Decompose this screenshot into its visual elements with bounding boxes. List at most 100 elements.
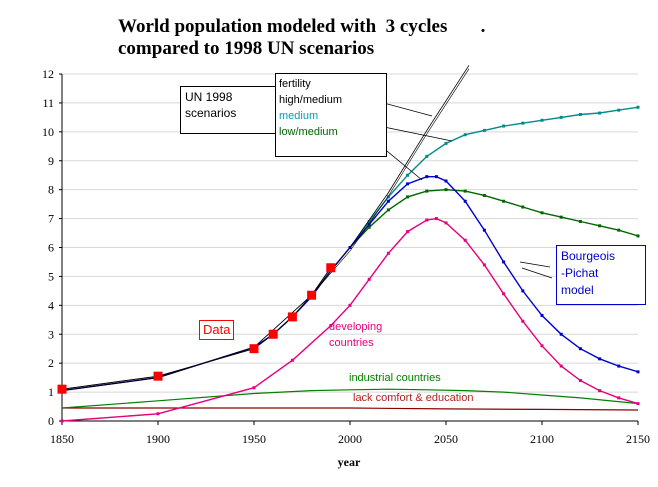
series-marker-bp bbox=[521, 289, 525, 293]
series-marker-dev bbox=[425, 218, 429, 222]
series-marker-unlow bbox=[386, 208, 390, 212]
series-marker-unmed bbox=[482, 128, 486, 132]
un1998-box: UN 1998 scenarios bbox=[180, 86, 278, 134]
bp-line-3: model bbox=[561, 283, 594, 297]
series-marker-dev bbox=[252, 386, 256, 390]
ytick-label-1: 1 bbox=[48, 385, 54, 399]
data-point-1850 bbox=[57, 384, 67, 394]
series-marker-unmed bbox=[578, 112, 582, 116]
data-point-1970 bbox=[287, 312, 297, 322]
series-marker-bp bbox=[578, 347, 582, 351]
series-marker-unlow bbox=[502, 199, 506, 203]
series-marker-dev bbox=[559, 364, 563, 368]
data-label-box: Data bbox=[199, 320, 235, 340]
ytick-label-3: 3 bbox=[48, 327, 54, 341]
series-marker-unlow bbox=[463, 189, 467, 193]
series-marker-unlow bbox=[444, 188, 448, 192]
un1998-line-2: scenarios bbox=[185, 106, 237, 120]
ytick-label-5: 5 bbox=[48, 269, 54, 283]
fertility-medium-label: medium bbox=[279, 110, 319, 122]
series-marker-dev bbox=[367, 277, 371, 281]
ytick-label-6: 6 bbox=[48, 241, 54, 255]
bp-model-box: Bourgeois -Pichat model bbox=[556, 245, 646, 305]
series-marker-dev bbox=[290, 358, 294, 362]
industrial-label: industrial countries bbox=[349, 370, 441, 386]
ytick-label-2: 2 bbox=[48, 356, 54, 370]
series-marker-unmed bbox=[636, 105, 640, 109]
ytick-label-8: 8 bbox=[48, 183, 54, 197]
series-lines bbox=[57, 65, 640, 423]
lack-label-text: lack comfort & education bbox=[353, 392, 474, 404]
series-marker-bp bbox=[598, 357, 602, 361]
ytick-label-11: 11 bbox=[42, 96, 54, 110]
series-marker-unlow bbox=[406, 195, 410, 199]
data-point-1900 bbox=[153, 371, 163, 381]
series-marker-bp bbox=[502, 260, 506, 264]
series-marker-unmed bbox=[425, 154, 429, 158]
series-marker-bp bbox=[540, 313, 544, 317]
series-marker-unmed bbox=[598, 111, 602, 115]
title-line-2: compared to 1998 UN scenarios bbox=[118, 38, 375, 59]
series-marker-dev bbox=[348, 303, 352, 307]
data-point-1990 bbox=[326, 263, 336, 273]
xtick-label-1950: 1950 bbox=[242, 432, 266, 446]
series-marker-unlow bbox=[425, 189, 429, 193]
series-marker-dev bbox=[444, 221, 448, 225]
xtick-label-2150: 2150 bbox=[626, 432, 650, 446]
axes bbox=[59, 73, 639, 425]
fertility-label: fertility bbox=[279, 78, 311, 90]
series-line-lack bbox=[62, 407, 639, 411]
bp-line-1: Bourgeois bbox=[561, 249, 616, 263]
lack-label: lack comfort & education bbox=[353, 390, 473, 406]
series-marker-unmed bbox=[463, 133, 467, 137]
series-marker-dev bbox=[578, 379, 582, 383]
series-marker-bp bbox=[617, 364, 621, 368]
series-marker-unlow bbox=[521, 205, 525, 209]
title-line-1: World population modeled with 3 cycles bbox=[118, 16, 448, 37]
un1998-line-1: UN 1998 bbox=[185, 90, 233, 104]
series-marker-dev bbox=[329, 324, 333, 328]
series-marker-dev bbox=[406, 230, 410, 234]
series-marker-bp bbox=[444, 179, 448, 183]
series-line-unlow bbox=[349, 188, 639, 248]
series-marker-bp bbox=[482, 228, 486, 232]
series-marker-bp bbox=[559, 332, 563, 336]
title-dot: . bbox=[480, 16, 486, 37]
data-point-1950 bbox=[249, 344, 259, 354]
series-marker-unmed bbox=[617, 108, 621, 112]
series-marker-unlow bbox=[617, 228, 621, 232]
fertility-high-label: high/medium bbox=[279, 94, 342, 106]
industrial-label-text: industrial countries bbox=[349, 372, 441, 384]
fertility-low-label: low/medium bbox=[279, 126, 338, 138]
series-marker-dev bbox=[60, 419, 64, 423]
xtick-label-1850: 1850 bbox=[50, 432, 74, 446]
series-marker-unlow bbox=[559, 215, 563, 219]
series-marker-dev bbox=[502, 292, 506, 296]
series-marker-unlow bbox=[598, 224, 602, 228]
ytick-label-12: 12 bbox=[42, 67, 54, 81]
series-marker-dev bbox=[156, 412, 160, 416]
series-marker-unmed bbox=[521, 121, 525, 125]
ytick-label-7: 7 bbox=[48, 212, 54, 226]
series-line-dev bbox=[61, 217, 639, 422]
series-marker-dev bbox=[598, 389, 602, 393]
data-label: Data bbox=[203, 322, 231, 337]
arrow-bp-1 bbox=[519, 261, 551, 268]
series-marker-dev bbox=[521, 319, 525, 323]
ytick-label-9: 9 bbox=[48, 154, 54, 168]
series-marker-bp bbox=[406, 182, 410, 186]
series-line-unhigh-2 bbox=[61, 68, 470, 391]
series-marker-bp bbox=[386, 199, 390, 203]
series-marker-bp bbox=[463, 199, 467, 203]
series-marker-unlow bbox=[367, 225, 371, 229]
series-marker-unlow bbox=[578, 219, 582, 223]
ytick-label-4: 4 bbox=[48, 298, 54, 312]
ytick-label-0: 0 bbox=[48, 414, 54, 428]
series-marker-unmed bbox=[367, 219, 371, 223]
xtick-label-1900: 1900 bbox=[146, 432, 170, 446]
series-marker-bp bbox=[434, 175, 438, 179]
series-line-data bbox=[61, 267, 332, 390]
series-line-unmed bbox=[349, 106, 639, 248]
series-marker-dev bbox=[617, 396, 621, 400]
